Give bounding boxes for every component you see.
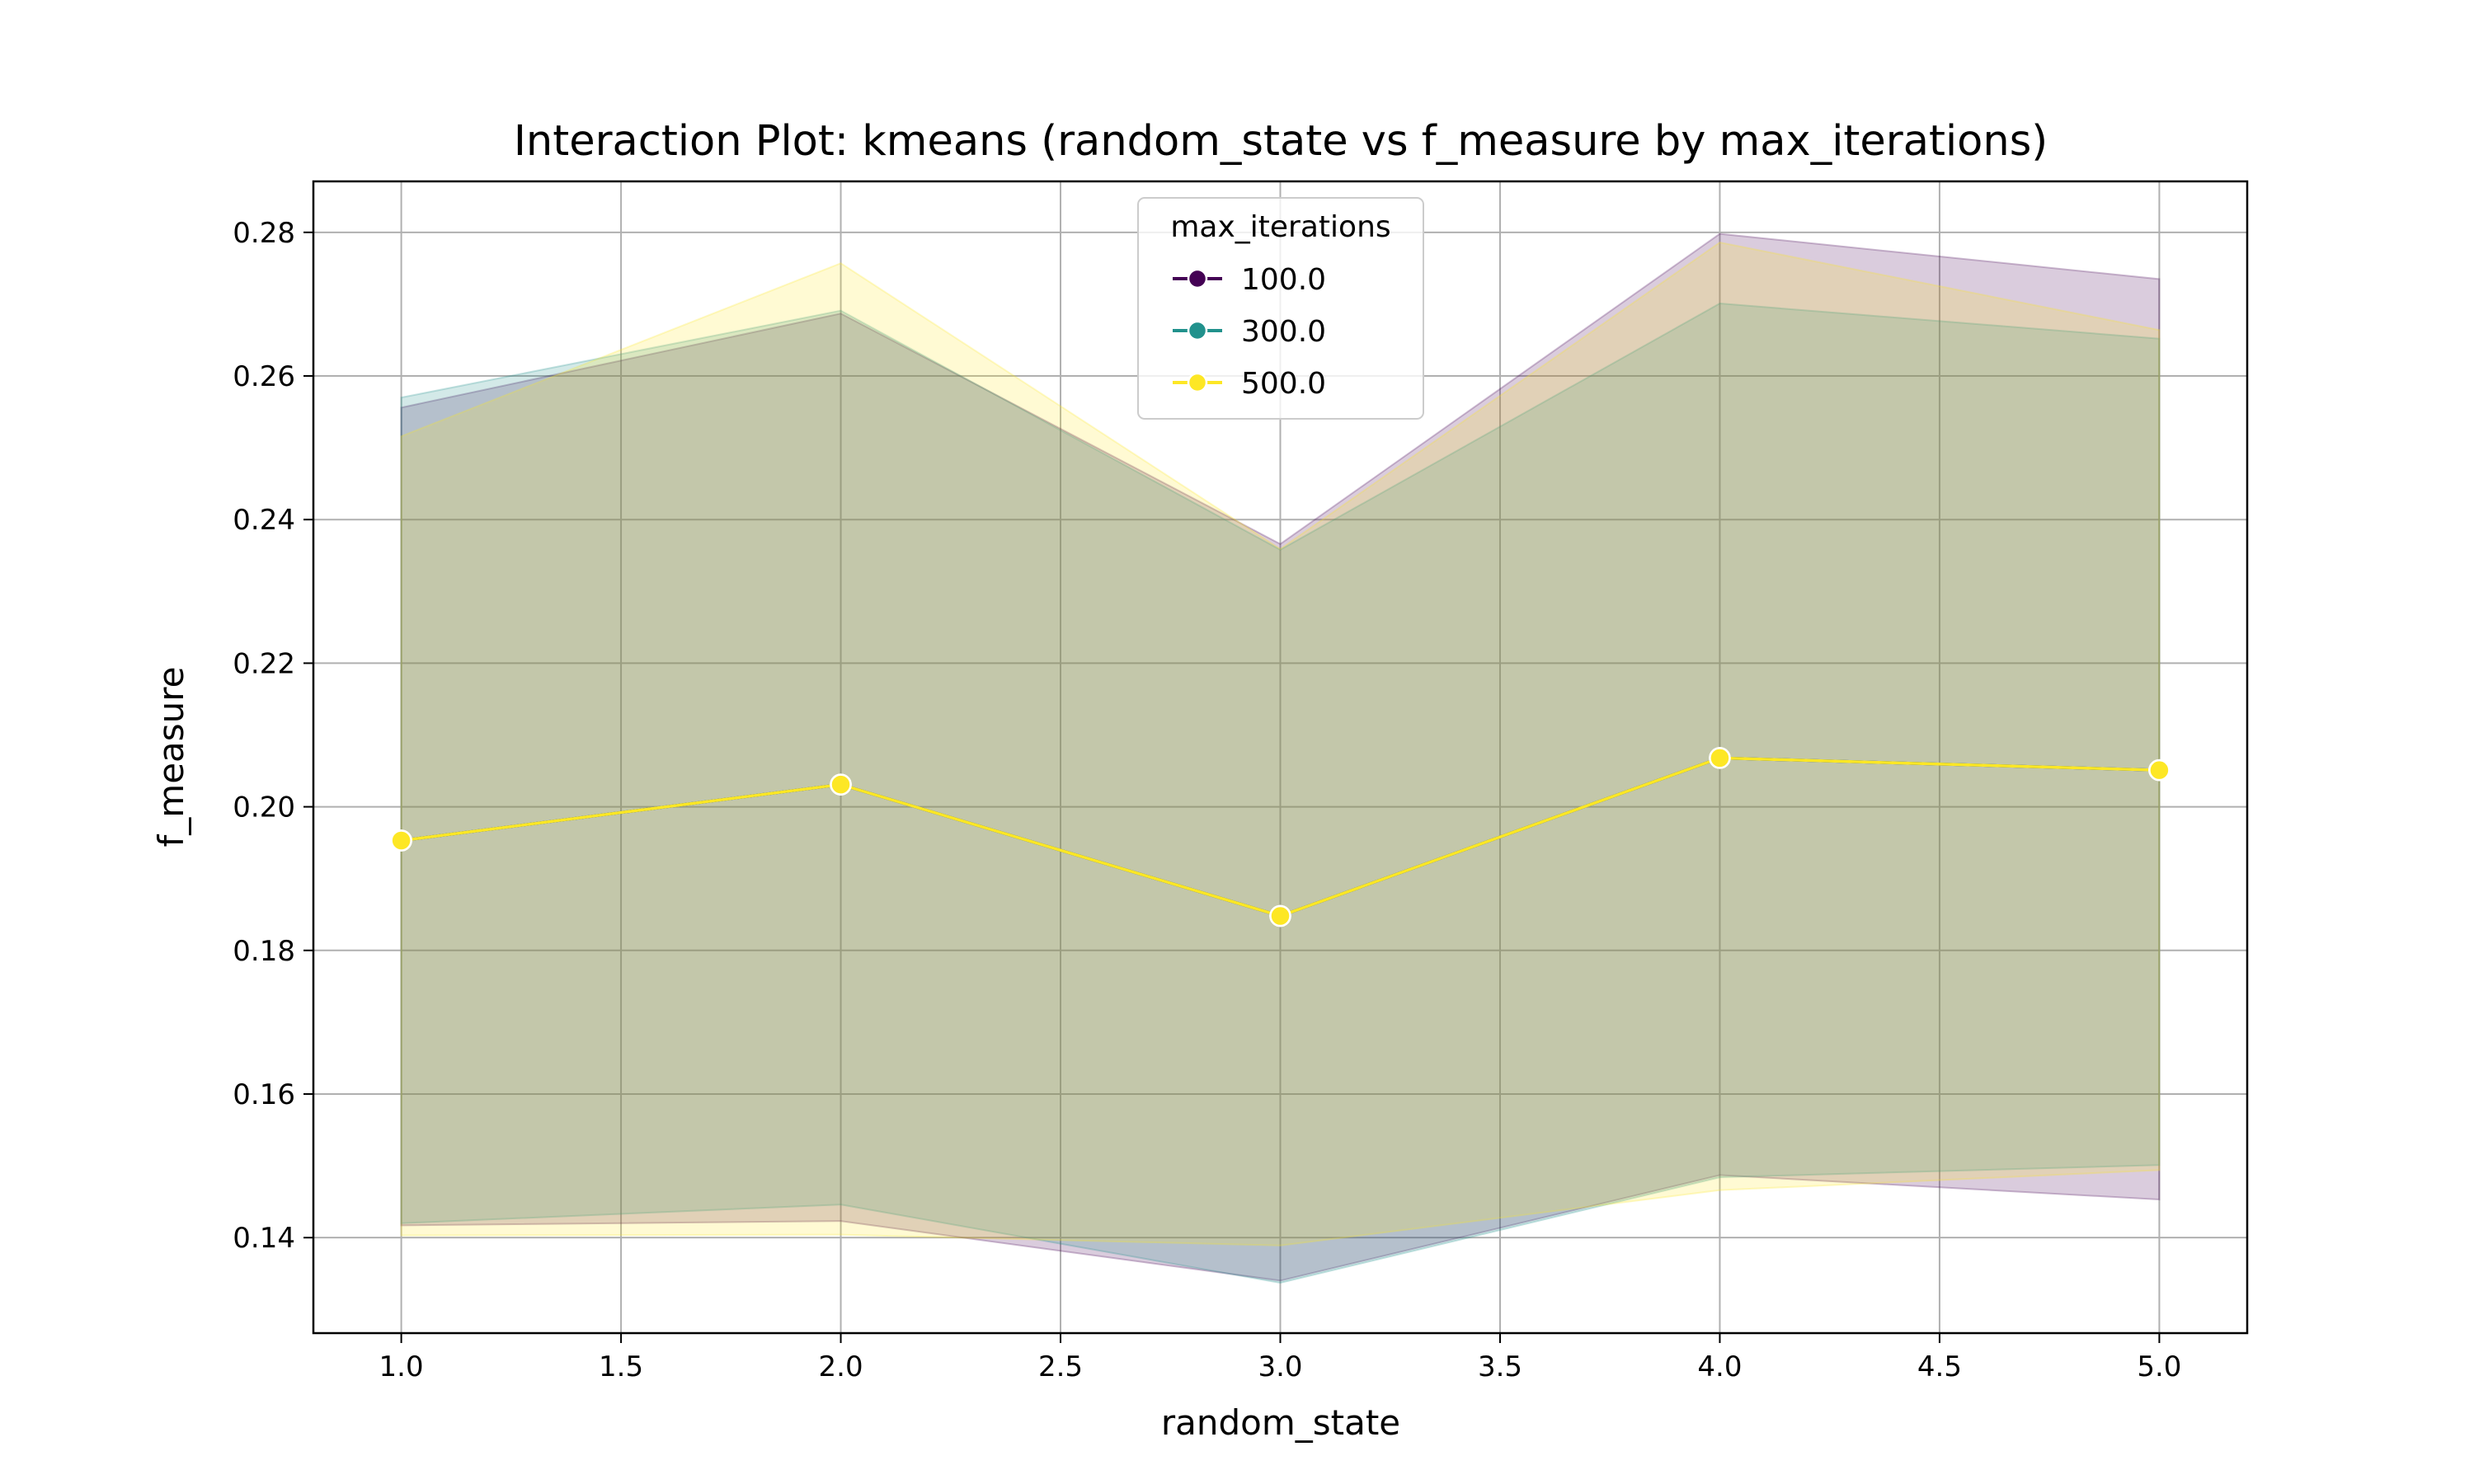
x-tick-label: 2.0 (819, 1350, 863, 1383)
x-tick-label: 1.0 (379, 1350, 424, 1383)
confidence-band-100.0 (400, 232, 2161, 1282)
data-point (390, 829, 412, 852)
legend-title: max_iterations (1170, 210, 1390, 244)
y-tick-label: 0.22 (233, 647, 295, 680)
x-axis-label: random_state (1161, 1402, 1400, 1443)
y-tick-label: 0.28 (233, 217, 295, 250)
x-tick-label: 4.5 (1917, 1350, 1962, 1383)
x-tick-label: 4.0 (1697, 1350, 1742, 1383)
data-point (830, 773, 852, 796)
x-tick-label: 2.5 (1038, 1350, 1083, 1383)
legend-label: 500.0 (1241, 367, 1326, 401)
y-axis-label: f_measure (151, 667, 191, 848)
legend-box (1137, 197, 1424, 420)
legend-label: 100.0 (1241, 263, 1326, 297)
x-tick-label: 3.0 (1258, 1350, 1302, 1383)
legend-swatch-marker (1187, 372, 1208, 393)
y-tick-label: 0.16 (233, 1078, 295, 1111)
x-tick-label: 1.5 (599, 1350, 643, 1383)
y-tick-label: 0.20 (233, 791, 295, 824)
series-markers (390, 747, 2171, 928)
legend-entries: 100.0 300.0 500.0 (1173, 263, 1326, 401)
legend-entry: 500.0 (1173, 367, 1326, 401)
y-axis: 0.14 0.16 0.18 0.20 0.22 0.24 0.26 0.28 (233, 217, 313, 1255)
grid (313, 181, 2247, 1333)
data-point (1269, 904, 1291, 928)
data-point (2148, 758, 2171, 782)
y-tick-label: 0.18 (233, 935, 295, 968)
confidence-bands (400, 232, 2161, 1284)
y-tick-label: 0.14 (233, 1222, 295, 1255)
y-tick-label: 0.26 (233, 360, 295, 393)
legend-swatch-marker (1187, 320, 1208, 341)
legend-label: 300.0 (1241, 315, 1326, 349)
data-point (1709, 747, 1731, 769)
legend-entry: 100.0 (1173, 263, 1326, 297)
x-tick-label: 3.5 (1478, 1350, 1522, 1383)
legend-swatch-marker (1187, 268, 1208, 289)
legend-entry: 300.0 (1173, 315, 1326, 349)
legend: max_iterations 100.0 300.0 500.0 (1137, 197, 1424, 420)
confidence-band-300.0 (400, 303, 2161, 1284)
chart-title: Interaction Plot: kmeans (random_state v… (514, 117, 2048, 166)
x-tick-label: 5.0 (2137, 1350, 2181, 1383)
confidence-band-500.0 (400, 241, 2161, 1247)
y-tick-label: 0.24 (233, 504, 295, 537)
x-axis: 1.0 1.5 2.0 2.5 3.0 3.5 4.0 4.5 5.0 (379, 1333, 2181, 1383)
